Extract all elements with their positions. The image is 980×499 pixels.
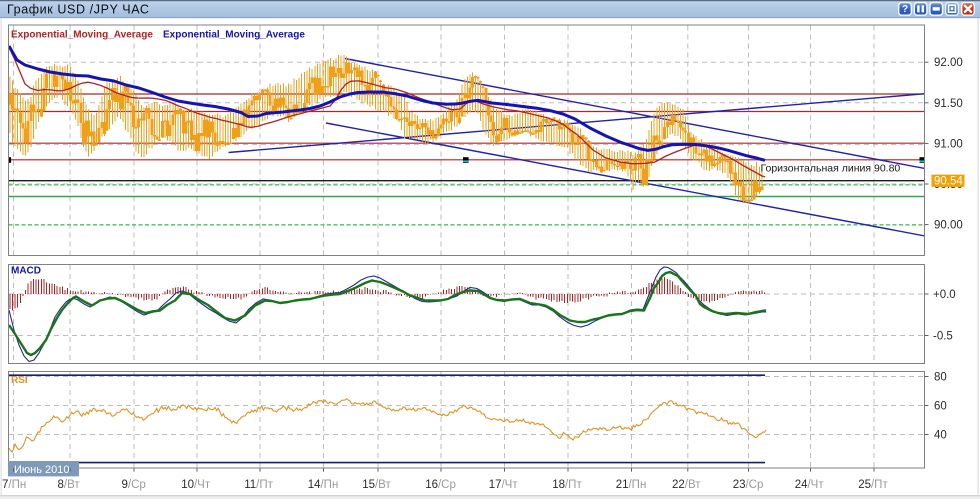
svg-text:80: 80 [934,372,947,384]
svg-text:22/Вт: 22/Вт [672,479,701,491]
svg-text:Exponential_Moving_Average: Exponential_Moving_Average [11,30,153,41]
svg-text:+0.0: +0.0 [933,289,956,301]
svg-text:23/Ср: 23/Ср [733,479,764,491]
svg-text:16/Ср: 16/Ср [425,479,456,491]
svg-text:7/Пн: 7/Пн [2,479,26,491]
svg-text:Горизонтальная линия 90.80: Горизонтальная линия 90.80 [761,163,901,175]
svg-text:15/Вт: 15/Вт [362,479,391,491]
svg-text:25/Пт: 25/Пт [858,479,888,491]
svg-text:60: 60 [934,401,947,413]
svg-text:24/Чт: 24/Чт [795,479,825,491]
svg-text:8/Вт: 8/Вт [58,479,81,491]
svg-text:90.54: 90.54 [934,176,963,188]
svg-text:Июнь 2010: Июнь 2010 [14,464,70,476]
svg-text:10/Чт: 10/Чт [181,479,211,491]
svg-text:График USD /JPY ЧАС: График USD /JPY ЧАС [7,3,150,17]
svg-text:9/Ср: 9/Ср [122,479,146,491]
svg-text:92.00: 92.00 [934,57,963,69]
svg-text:11/Пт: 11/Пт [244,479,273,491]
svg-text:-0.5: -0.5 [933,331,953,343]
svg-text:91.50: 91.50 [934,98,963,110]
svg-text:21/Пн: 21/Пн [616,479,647,491]
svg-text:90.00: 90.00 [934,220,963,232]
svg-text:MACD: MACD [11,266,41,277]
svg-text:91.00: 91.00 [934,138,963,150]
svg-text:?: ? [902,4,908,15]
svg-text:RSI: RSI [11,375,28,386]
svg-text:Exponential_Moving_Average: Exponential_Moving_Average [163,30,305,41]
svg-text:18/Пт: 18/Пт [552,479,582,491]
svg-text:14/Пн: 14/Пн [308,479,339,491]
svg-text:17/Чт: 17/Чт [489,479,519,491]
svg-text:40: 40 [934,430,947,442]
